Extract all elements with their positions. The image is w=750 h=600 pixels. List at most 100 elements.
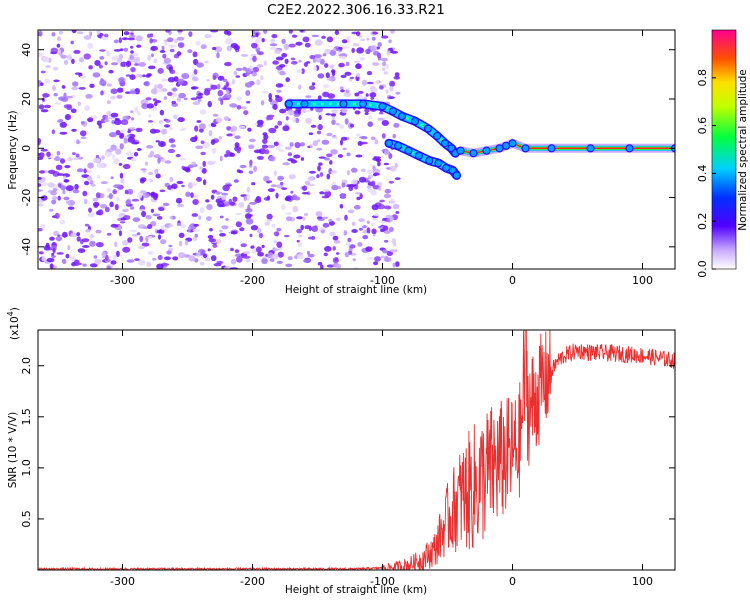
noise-speckle: [130, 157, 137, 162]
noise-speckle: [261, 38, 265, 43]
noise-speckle: [221, 194, 227, 201]
noise-speckle: [77, 248, 86, 254]
noise-speckle: [296, 228, 302, 234]
noise-speckle: [72, 152, 76, 156]
noise-speckle: [249, 233, 253, 238]
noise-speckle: [60, 54, 67, 59]
noise-speckle: [147, 54, 151, 61]
noise-speckle: [92, 158, 101, 163]
noise-speckle: [230, 128, 234, 133]
x-tick-label: 0: [509, 575, 516, 588]
noise-speckle: [287, 152, 293, 157]
noise-speckle: [92, 197, 99, 202]
noise-speckle: [99, 79, 107, 86]
noise-speckle: [131, 198, 140, 202]
noise-speckle: [292, 116, 296, 123]
noise-speckle: [221, 97, 230, 101]
noise-speckle: [245, 218, 254, 225]
noise-speckle: [124, 189, 129, 194]
noise-speckle: [313, 54, 322, 58]
noise-speckle: [105, 115, 109, 122]
noise-speckle: [285, 77, 291, 83]
noise-speckle: [161, 45, 165, 51]
noise-speckle: [208, 238, 216, 243]
noise-speckle: [181, 184, 185, 188]
noise-speckle: [256, 119, 264, 125]
noise-speckle: [38, 104, 45, 110]
noise-speckle: [326, 36, 334, 43]
noise-speckle: [195, 40, 201, 46]
noise-speckle: [339, 86, 344, 90]
noise-speckle: [334, 109, 339, 113]
noise-speckle: [355, 133, 361, 137]
y-tick-label: -40: [20, 238, 33, 256]
noise-speckle: [271, 34, 278, 39]
noise-speckle: [252, 66, 259, 73]
noise-speckle: [300, 224, 305, 231]
noise-speckle: [204, 257, 211, 262]
noise-speckle: [135, 127, 143, 133]
noise-speckle: [251, 34, 256, 38]
noise-speckle: [308, 85, 316, 91]
noise-speckle: [55, 236, 63, 242]
noise-speckle: [304, 212, 308, 217]
noise-speckle: [371, 36, 376, 41]
noise-speckle: [71, 128, 77, 132]
noise-speckle: [159, 50, 166, 53]
noise-speckle: [277, 144, 283, 147]
noise-speckle: [93, 255, 98, 259]
noise-speckle: [209, 228, 213, 232]
noise-speckle: [153, 194, 158, 201]
noise-speckle: [59, 131, 68, 135]
track-point: [433, 131, 442, 140]
noise-speckle: [43, 245, 51, 251]
noise-speckle: [46, 257, 55, 263]
noise-speckle: [311, 225, 318, 232]
noise-speckle: [177, 30, 183, 33]
noise-speckle: [182, 166, 191, 172]
noise-speckle: [48, 57, 52, 63]
noise-speckle: [38, 152, 45, 158]
noise-speckle: [382, 225, 389, 232]
noise-speckle: [303, 259, 311, 263]
noise-speckle: [99, 49, 106, 52]
snr-x-ticks: -300 -200 -100 0 100: [110, 330, 653, 588]
noise-speckle: [249, 159, 253, 166]
noise-speckle: [378, 220, 387, 224]
noise-speckle: [385, 89, 389, 94]
noise-speckle: [210, 30, 219, 33]
noise-speckle: [71, 58, 75, 64]
noise-speckle: [368, 174, 374, 178]
noise-speckle: [344, 71, 352, 76]
noise-speckle: [318, 115, 322, 121]
noise-speckle: [123, 47, 129, 52]
noise-speckle: [78, 156, 84, 160]
noise-speckle: [340, 136, 348, 141]
noise-speckle: [168, 224, 174, 228]
noise-speckle: [383, 205, 392, 210]
noise-speckle: [161, 78, 168, 82]
noise-speckle: [200, 44, 207, 50]
noise-speckle: [40, 109, 49, 113]
noise-speckle: [329, 231, 336, 237]
noise-speckle: [106, 100, 111, 105]
noise-speckle: [111, 62, 119, 66]
noise-speckle: [293, 113, 300, 117]
noise-speckle: [177, 117, 185, 123]
noise-speckle: [49, 208, 54, 212]
noise-speckle: [173, 114, 178, 120]
noise-speckle: [59, 158, 66, 164]
noise-speckle: [150, 192, 154, 196]
noise-speckle: [140, 177, 147, 182]
noise-speckle: [328, 220, 335, 226]
noise-speckle: [172, 256, 179, 261]
noise-speckle: [278, 64, 286, 68]
noise-speckle: [89, 263, 98, 268]
noise-speckle: [364, 108, 370, 113]
snr-series-line: [38, 330, 675, 570]
noise-speckle: [80, 136, 87, 139]
noise-speckle: [281, 53, 288, 58]
colorbar-frame: [711, 29, 737, 270]
noise-speckle: [317, 218, 325, 221]
track-point: [434, 159, 443, 168]
